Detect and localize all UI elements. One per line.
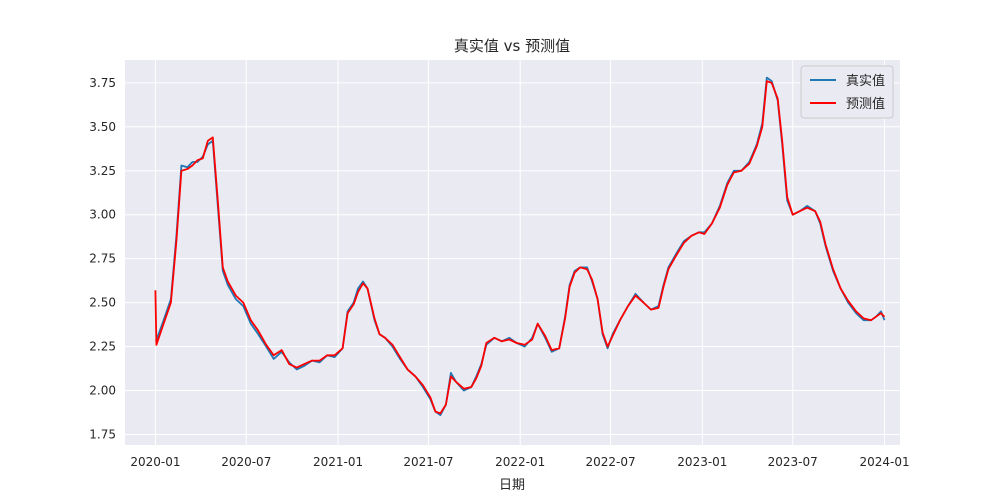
x-tick-label: 2022-01 — [495, 455, 545, 469]
y-tick-label: 2.50 — [89, 296, 116, 310]
series-line-predicted — [154, 80, 886, 415]
x-axis-ticks: 2020-01 2020-07 2021-01 2021-07 2022-01 2022-… — [130, 455, 909, 469]
y-axis-ticks: 1.75 2.00 2.25 2.50 2.75 3.00 3.25 3.50 3.75 — [89, 76, 116, 442]
series-layer — [154, 76, 886, 416]
y-tick-label: 2.00 — [89, 384, 116, 398]
y-tick-label: 1.75 — [89, 427, 116, 441]
y-tick-label: 3.75 — [89, 76, 116, 90]
x-tick-label: 2023-01 — [677, 455, 727, 469]
x-tick-label: 2021-07 — [403, 455, 453, 469]
plot-area — [125, 60, 900, 445]
x-axis-label: 日期 — [499, 478, 525, 493]
y-tick-label: 2.25 — [89, 340, 116, 354]
y-tick-label: 3.25 — [89, 164, 116, 178]
chart-title: 真实值 vs 预测值 — [454, 37, 570, 55]
x-tick-label: 2024-01 — [859, 455, 909, 469]
x-tick-label: 2021-01 — [313, 455, 363, 469]
y-tick-label: 2.75 — [89, 252, 116, 266]
y-tick-label: 3.00 — [89, 208, 116, 222]
legend-label-true: 真实值 — [846, 73, 885, 89]
y-tick-label: 3.50 — [89, 120, 116, 134]
legend-label-predicted: 预测值 — [846, 96, 885, 112]
grid-lines — [125, 60, 900, 445]
x-tick-label: 2020-01 — [130, 455, 180, 469]
x-tick-label: 2022-07 — [585, 455, 635, 469]
x-tick-label: 2020-07 — [221, 455, 271, 469]
legend: 真实值 预测值 — [800, 65, 894, 119]
x-tick-label: 2023-07 — [768, 455, 818, 469]
